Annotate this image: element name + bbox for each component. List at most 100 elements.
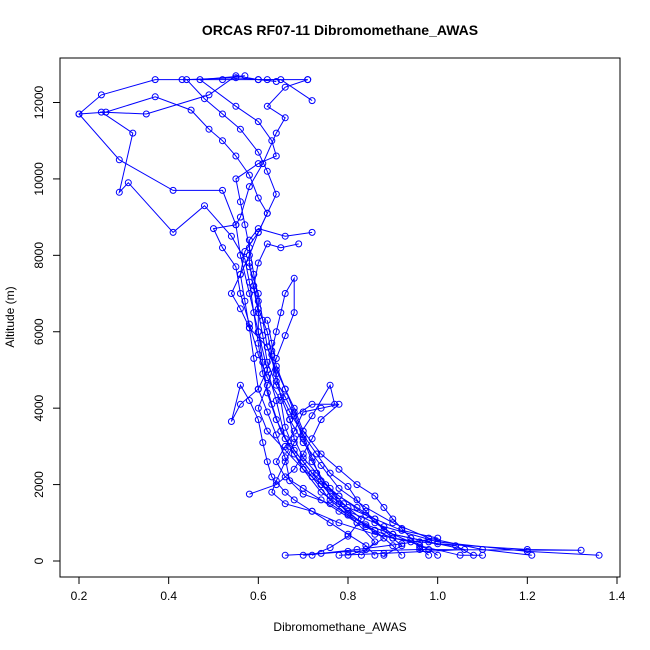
data-point — [326, 381, 334, 389]
series-4 — [196, 72, 603, 559]
data-point — [227, 290, 235, 297]
data-point — [205, 91, 213, 99]
data-point — [254, 194, 262, 202]
data-point — [263, 381, 271, 389]
data-point — [434, 551, 442, 559]
data-point — [250, 286, 258, 294]
series-line — [198, 75, 600, 556]
data-point — [272, 431, 280, 439]
data-point — [259, 358, 267, 366]
data-point — [398, 526, 406, 534]
data-point — [577, 546, 585, 554]
data-point — [250, 355, 258, 362]
data-point — [201, 95, 208, 103]
data-point — [295, 240, 303, 248]
data-point — [281, 458, 289, 466]
data-point — [236, 125, 244, 133]
x-tick-label: 0.2 — [71, 589, 88, 603]
data-point — [272, 416, 280, 424]
data-point — [263, 366, 271, 374]
data-point — [371, 492, 379, 500]
data-point — [299, 450, 307, 458]
data-point — [129, 129, 137, 137]
data-point — [335, 484, 343, 492]
data-point — [380, 534, 388, 542]
data-point — [452, 542, 460, 550]
data-point — [326, 544, 334, 552]
data-point — [254, 228, 262, 236]
data-point — [308, 551, 316, 559]
data-point — [313, 469, 321, 477]
x-tick-label: 1.4 — [609, 589, 626, 603]
data-point — [254, 309, 262, 317]
data-point — [254, 297, 262, 305]
data-point — [434, 538, 442, 546]
data-point — [272, 78, 280, 85]
data-point — [281, 500, 289, 508]
data-point — [263, 458, 271, 466]
data-point — [245, 290, 253, 297]
data-point — [425, 551, 433, 559]
series-line — [248, 262, 438, 556]
data-point — [102, 108, 110, 116]
data-point — [245, 251, 253, 259]
data-point — [227, 232, 235, 240]
data-point — [281, 423, 289, 431]
series-line — [185, 77, 430, 556]
data-point — [245, 236, 253, 244]
data-point — [272, 152, 280, 160]
data-point — [308, 412, 316, 420]
data-point — [254, 328, 262, 336]
data-point — [97, 91, 105, 99]
data-point — [236, 270, 244, 278]
data-point — [281, 114, 289, 122]
data-point — [353, 496, 361, 504]
data-point — [245, 171, 253, 179]
data-point — [380, 526, 388, 534]
data-point — [259, 332, 267, 340]
data-point — [344, 547, 352, 555]
data-point — [124, 179, 132, 187]
data-point — [245, 259, 253, 267]
data-point — [371, 515, 379, 523]
data-point — [344, 483, 352, 490]
data-point — [371, 551, 379, 559]
x-tick-label: 0.8 — [340, 589, 357, 603]
x-axis: 0.2 0.4 0.6 0.8 1.0 1.2 1.4 — [71, 576, 626, 603]
series-layer — [75, 72, 603, 559]
data-point — [254, 148, 262, 156]
x-axis-label: Dibromomethane_AWAS — [273, 620, 406, 634]
data-point — [263, 427, 271, 435]
data-point — [210, 225, 217, 233]
data-point — [178, 76, 186, 84]
data-point — [317, 450, 325, 458]
y-tick-label: 8000 — [32, 242, 46, 269]
data-point — [232, 263, 240, 271]
data-point — [290, 465, 298, 473]
data-point — [272, 129, 280, 137]
data-point — [299, 465, 307, 473]
data-point — [313, 450, 321, 458]
data-point — [232, 175, 240, 183]
y-tick-label: 0 — [32, 557, 46, 564]
chart-title: ORCAS RF07-11 Dibromomethane_AWAS — [202, 22, 478, 38]
data-point — [290, 439, 298, 447]
data-point — [389, 530, 397, 538]
data-point — [232, 74, 240, 82]
data-point — [308, 507, 316, 515]
data-point — [201, 202, 208, 210]
data-point — [115, 188, 123, 196]
data-point — [286, 408, 294, 416]
data-point — [290, 274, 298, 282]
data-point — [183, 76, 191, 84]
data-point — [416, 546, 424, 553]
data-point — [232, 221, 240, 229]
data-point — [254, 339, 262, 347]
data-point — [219, 244, 226, 252]
x-tick-label: 1.0 — [429, 589, 446, 603]
data-point — [272, 458, 280, 466]
data-point — [236, 305, 244, 313]
data-point — [317, 416, 325, 424]
data-point — [281, 442, 289, 450]
series-line — [248, 228, 532, 556]
